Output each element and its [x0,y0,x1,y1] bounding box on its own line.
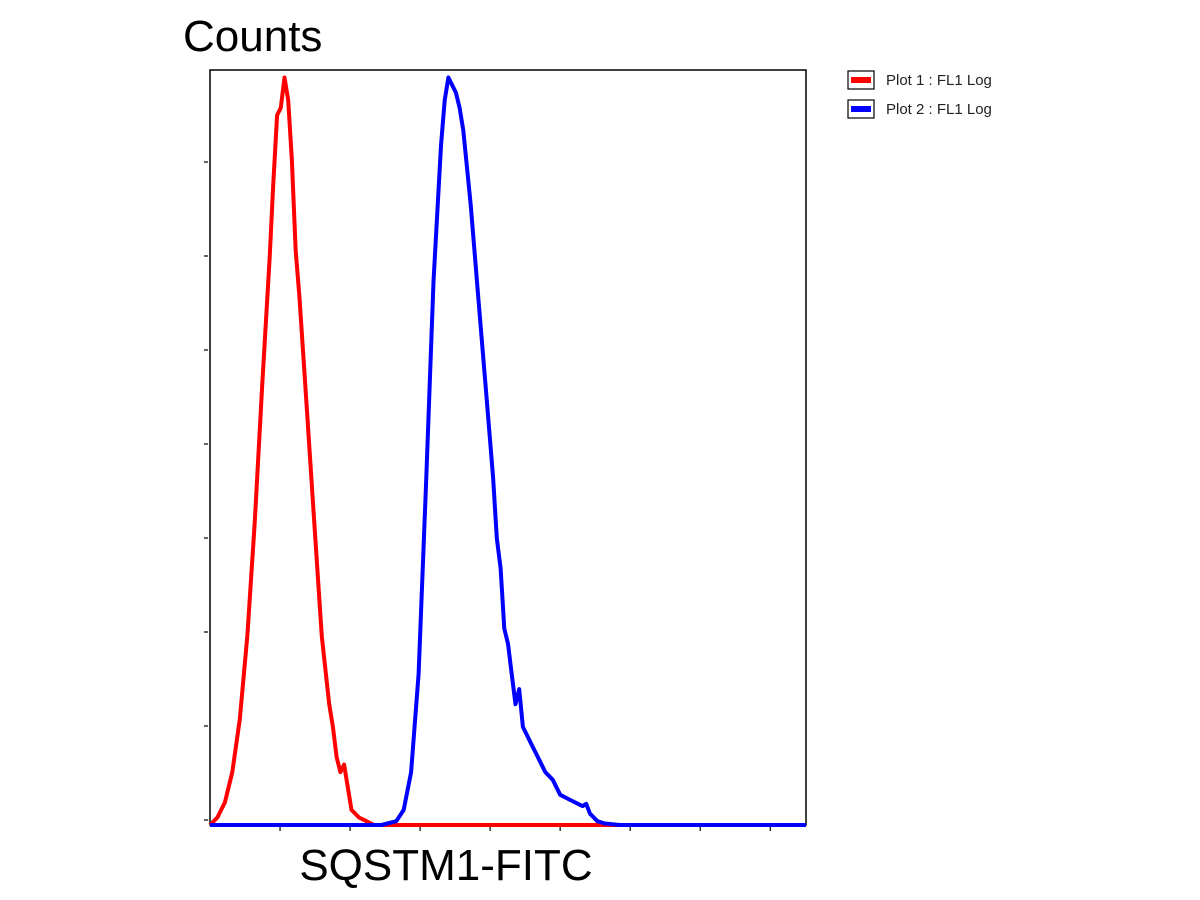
y-axis-label: Counts [183,12,322,61]
legend-label-2: Plot 2 : FL1 Log [886,101,992,118]
axis-ticks [204,161,771,831]
series-line-1 [208,75,806,827]
legend-swatch-1 [851,77,871,83]
series-line-2 [210,75,806,827]
plot-frame [209,69,807,826]
series-layer [208,75,806,827]
legend: Plot 1 : FL1 Log Plot 2 : FL1 Log [847,70,992,119]
legend-label-1: Plot 1 : FL1 Log [886,72,992,89]
x-axis-label: SQSTM1-FITC [299,841,592,890]
legend-swatch-2 [851,106,871,112]
